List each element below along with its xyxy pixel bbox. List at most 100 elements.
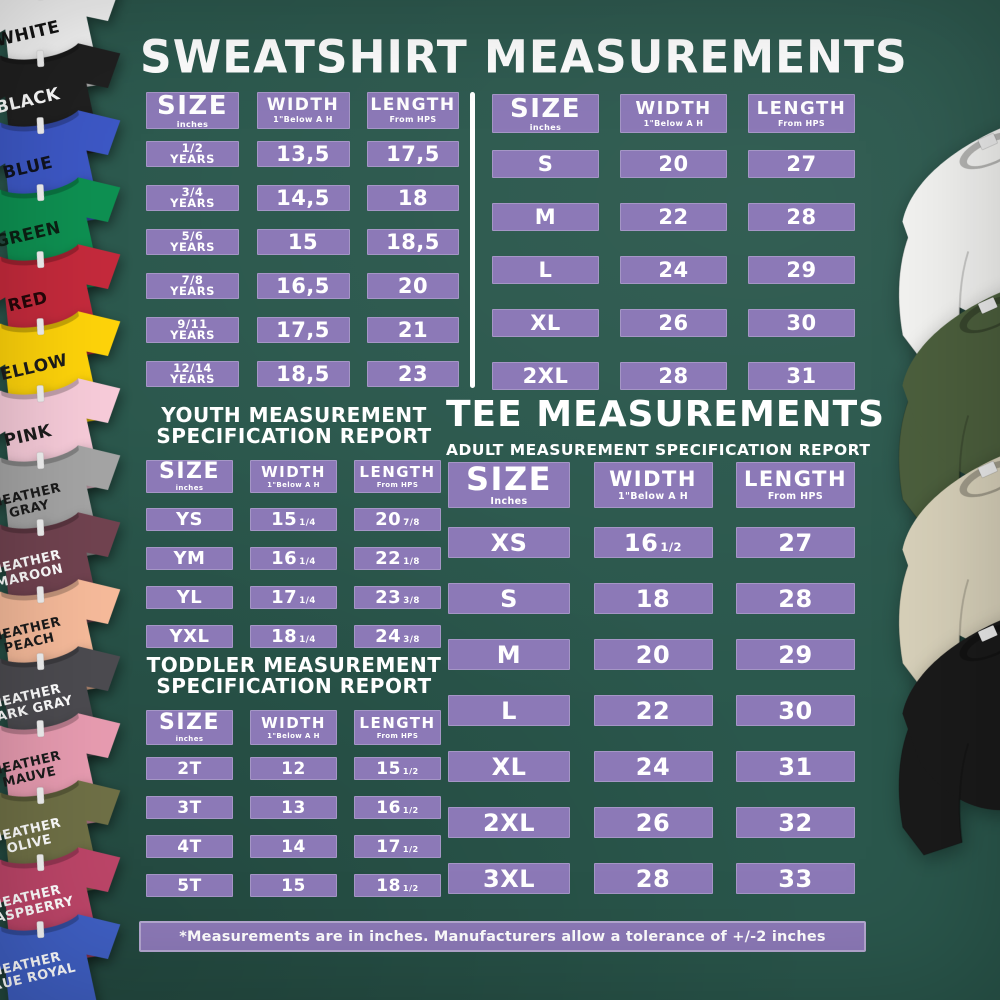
table-cell: 13	[250, 796, 337, 819]
column-header-label: LENGTH	[743, 466, 848, 491]
column-header-subtitle: inches	[175, 735, 204, 743]
table-row: 3/4 YEARS 14,5 18	[146, 185, 459, 211]
column-header-subtitle: From HPS	[376, 480, 419, 489]
column-header-subtitle: 1"Below A H	[273, 115, 333, 124]
table-cell: 5/6 YEARS	[146, 229, 239, 255]
column-header: SIZE inches	[492, 94, 599, 133]
column-header-subtitle: From HPS	[767, 490, 824, 502]
table-cell: YM	[146, 547, 233, 570]
table-cell: YS	[146, 508, 233, 531]
table-cell: YL	[146, 586, 233, 609]
table-cell: 33	[736, 863, 855, 894]
table-row: S 20 27	[492, 150, 855, 178]
column-header: WIDTH 1"Below A H	[593, 462, 713, 508]
column-header-label: WIDTH	[261, 713, 326, 732]
column-header-subtitle: 1"Below A H	[267, 480, 320, 489]
table-cell: 18	[367, 185, 459, 211]
table-cell: 16 1/2	[593, 527, 713, 558]
table-cell: 30	[748, 309, 855, 337]
table-cell: 18,5	[367, 229, 459, 255]
table-row: 3T 13 16 1/2	[146, 796, 441, 819]
table-cell: L	[492, 256, 599, 284]
column-header-subtitle: inches	[175, 484, 204, 492]
table-cell: 18 1/4	[250, 625, 337, 648]
table-cell: XS	[448, 527, 570, 558]
table-cell: 26	[593, 807, 713, 838]
table-cell: 21	[367, 317, 459, 343]
table-cell: 17,5	[256, 317, 350, 343]
table-cell: 30	[736, 695, 855, 726]
table-row: 5/6 YEARS 15 18,5	[146, 229, 459, 255]
table-cell: 5T	[146, 874, 233, 897]
table-cell: 18 1/2	[354, 874, 441, 897]
column-header: SIZE inches	[146, 92, 239, 129]
table-cell: L	[448, 695, 570, 726]
table-cell: 22	[620, 203, 727, 231]
column-header: WIDTH 1"Below A H	[620, 94, 727, 133]
column-header-label: WIDTH	[609, 466, 697, 491]
table-header-row: SIZE inches WIDTH 1"Below A H LENGTH From HPS	[146, 92, 459, 129]
table-cell: 3/4 YEARS	[146, 185, 239, 211]
table-cell: XL	[492, 309, 599, 337]
column-header-label: WIDTH	[266, 95, 340, 115]
table-cell: 20 7/8	[354, 508, 441, 531]
column-header-label: LENGTH	[756, 97, 847, 119]
table-row: XS 16 1/2 27	[448, 527, 855, 558]
column-header-subtitle: 1"Below A H	[617, 490, 689, 502]
table-cell: 28	[748, 203, 855, 231]
table-cell: 24 3/8	[354, 625, 441, 648]
table-cell: 12/14 YEARS	[146, 361, 239, 387]
column-header-subtitle: inches	[529, 122, 562, 132]
column-header-label: SIZE	[465, 460, 552, 499]
table-cell: 24	[593, 751, 713, 782]
table-cell: 18	[593, 583, 713, 614]
tshirt-swatch-heather-true-royal: HEATHER TRUE ROYAL	[0, 892, 156, 1000]
table-cell: 20	[620, 150, 727, 178]
table-cell: 2XL	[448, 807, 570, 838]
table-cell: S	[492, 150, 599, 178]
adult-sweatshirt-table: SIZE inches WIDTH 1"Below A H LENGTH From HPS…	[492, 94, 855, 390]
column-header: SIZE inches	[146, 710, 233, 745]
table-cell: 23 3/8	[354, 586, 441, 609]
table-cell: 20	[593, 639, 713, 670]
column-header-label: SIZE	[158, 459, 220, 484]
table-cell: 28	[736, 583, 855, 614]
table-cell: 15 1/4	[250, 508, 337, 531]
column-header-label: LENGTH	[359, 713, 436, 732]
table-cell: 20	[367, 273, 459, 299]
table-cell: 3XL	[448, 863, 570, 894]
column-header: WIDTH 1"Below A H	[250, 460, 337, 493]
tee-section-subtitle: ADULT MEASUREMENT SPECIFICATION REPORT	[446, 441, 871, 459]
adult-tee-table: SIZE Inches WIDTH 1"Below A H LENGTH From HPS…	[448, 462, 855, 894]
table-row: 3XL 28 33	[448, 863, 855, 894]
table-cell: 26	[620, 309, 727, 337]
table-cell: 29	[748, 256, 855, 284]
column-header-label: WIDTH	[261, 462, 326, 481]
table-row: YM 16 1/4 22 1/8	[146, 547, 441, 570]
table-cell: 29	[736, 639, 855, 670]
page-title: SWEATSHIRT MEASUREMENTS	[140, 30, 908, 84]
table-cell: 3T	[146, 796, 233, 819]
table-cell: S	[448, 583, 570, 614]
table-row: 5T 15 18 1/2	[146, 874, 441, 897]
column-header-subtitle: 1"Below A H	[267, 731, 320, 740]
table-header-row: SIZE inches WIDTH 1"Below A H LENGTH From HPS	[492, 94, 855, 133]
table-row: 1/2 YEARS 13,5 17,5	[146, 141, 459, 167]
table-row: 12/14 YEARS 18,5 23	[146, 361, 459, 387]
table-cell: 16 1/4	[250, 547, 337, 570]
youth-measurement-table: SIZE inches WIDTH 1"Below A H LENGTH From HPS…	[146, 460, 441, 648]
table-cell: 14,5	[256, 185, 350, 211]
column-header-subtitle: 1"Below A H	[643, 118, 704, 128]
table-row: S 18 28	[448, 583, 855, 614]
tee-section-title: TEE MEASUREMENTS	[446, 394, 886, 435]
table-row: XL 26 30	[492, 309, 855, 337]
table-cell: M	[492, 203, 599, 231]
table-cell: 17 1/2	[354, 835, 441, 858]
table-cell: 15	[256, 229, 350, 255]
table-row: 2XL 26 32	[448, 807, 855, 838]
table-row: M 22 28	[492, 203, 855, 231]
table-row: 2T 12 15 1/2	[146, 757, 441, 780]
column-header: LENGTH From HPS	[748, 94, 855, 133]
table-cell: 7/8 YEARS	[146, 273, 239, 299]
